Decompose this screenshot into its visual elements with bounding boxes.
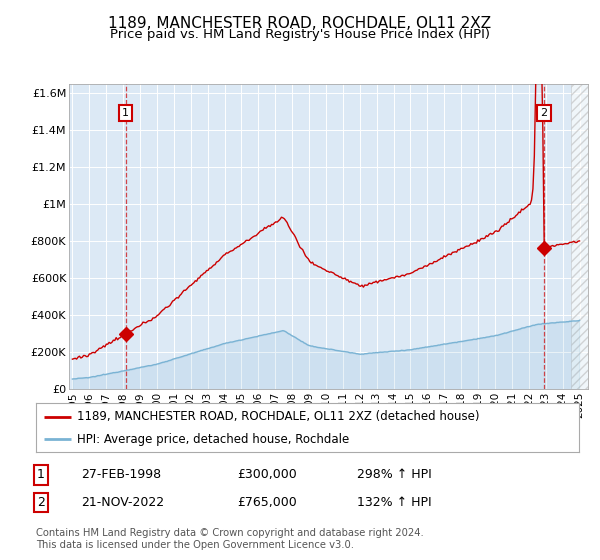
Text: Contains HM Land Registry data © Crown copyright and database right 2024.
This d: Contains HM Land Registry data © Crown c… (36, 528, 424, 550)
Text: 298% ↑ HPI: 298% ↑ HPI (357, 468, 432, 482)
Text: £300,000: £300,000 (237, 468, 297, 482)
Text: 21-NOV-2022: 21-NOV-2022 (81, 496, 164, 509)
Text: HPI: Average price, detached house, Rochdale: HPI: Average price, detached house, Roch… (77, 433, 349, 446)
Text: 2: 2 (541, 108, 547, 118)
Text: 27-FEB-1998: 27-FEB-1998 (81, 468, 161, 482)
Bar (571, 84, 600, 389)
Text: Price paid vs. HM Land Registry's House Price Index (HPI): Price paid vs. HM Land Registry's House … (110, 28, 490, 41)
Text: 1: 1 (122, 108, 129, 118)
Text: 1: 1 (37, 468, 45, 482)
Text: 1189, MANCHESTER ROAD, ROCHDALE, OL11 2XZ: 1189, MANCHESTER ROAD, ROCHDALE, OL11 2X… (109, 16, 491, 31)
Text: 132% ↑ HPI: 132% ↑ HPI (357, 496, 431, 509)
Text: 1189, MANCHESTER ROAD, ROCHDALE, OL11 2XZ (detached house): 1189, MANCHESTER ROAD, ROCHDALE, OL11 2X… (77, 410, 479, 423)
Text: £765,000: £765,000 (237, 496, 297, 509)
Text: 2: 2 (37, 496, 45, 509)
